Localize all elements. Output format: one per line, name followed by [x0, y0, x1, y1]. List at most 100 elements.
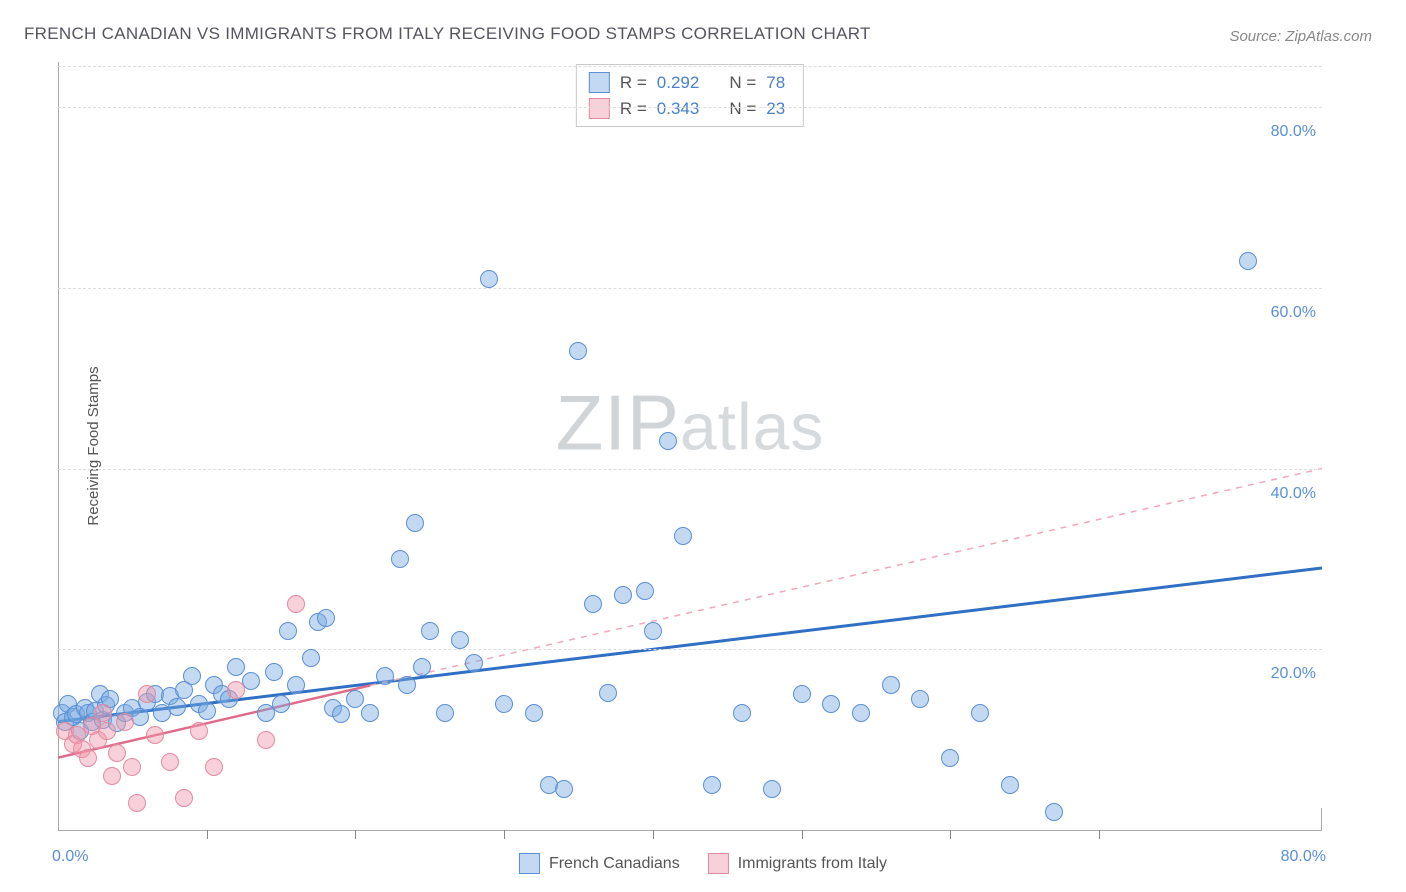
data-point — [168, 698, 186, 716]
legend-n-value: 23 — [766, 96, 785, 122]
data-point — [98, 722, 116, 740]
legend-swatch — [589, 98, 610, 119]
legend-row: R = 0.343 N = 23 — [589, 96, 785, 122]
x-axis-end-stub — [1321, 808, 1322, 830]
data-point — [555, 780, 573, 798]
trend-line — [58, 568, 1322, 722]
trend-lines — [58, 62, 1322, 830]
x-tick — [1099, 830, 1100, 839]
legend-n-label: N = — [729, 96, 756, 122]
data-point — [911, 690, 929, 708]
correlation-legend: R =0.292N =78R =0.343N =23 — [576, 64, 804, 127]
data-point — [123, 758, 141, 776]
data-point — [103, 767, 121, 785]
scatter-plot: ZIPatlas R =0.292N =78R =0.343N =23 20.0… — [58, 62, 1322, 831]
y-tick-label: 20.0% — [1271, 665, 1316, 683]
data-point — [852, 704, 870, 722]
x-end-label: 80.0% — [1281, 848, 1326, 866]
data-point — [146, 726, 164, 744]
y-tick-label: 60.0% — [1271, 304, 1316, 322]
data-point — [584, 595, 602, 613]
data-point — [659, 432, 677, 450]
data-point — [436, 704, 454, 722]
grid-line — [58, 107, 1322, 108]
legend-swatch — [708, 853, 729, 874]
data-point — [227, 681, 245, 699]
data-point — [346, 690, 364, 708]
trend-line — [370, 469, 1322, 686]
x-tick — [653, 830, 654, 839]
data-point — [941, 749, 959, 767]
data-point — [272, 695, 290, 713]
x-tick — [355, 830, 356, 839]
data-point — [525, 704, 543, 722]
y-tick-label: 40.0% — [1271, 485, 1316, 503]
data-point — [161, 753, 179, 771]
data-point — [703, 776, 721, 794]
data-point — [1001, 776, 1019, 794]
data-point — [361, 704, 379, 722]
legend-r-label: R = — [620, 96, 647, 122]
data-point — [94, 704, 112, 722]
data-point — [674, 527, 692, 545]
data-point — [822, 695, 840, 713]
data-point — [265, 663, 283, 681]
watermark-zip: ZIP — [556, 378, 680, 466]
data-point — [227, 658, 245, 676]
data-point — [465, 654, 483, 672]
data-point — [480, 270, 498, 288]
data-point — [1239, 252, 1257, 270]
data-point — [421, 622, 439, 640]
data-point — [793, 685, 811, 703]
grid-line — [58, 649, 1322, 650]
data-point — [1045, 803, 1063, 821]
chart-title: FRENCH CANADIAN VS IMMIGRANTS FROM ITALY… — [24, 24, 871, 44]
data-point — [733, 704, 751, 722]
x-origin-label: 0.0% — [52, 848, 88, 866]
data-point — [198, 702, 216, 720]
series-legend-label: Immigrants from Italy — [738, 855, 887, 873]
legend-n-label: N = — [729, 70, 756, 96]
data-point — [79, 749, 97, 767]
data-point — [190, 722, 208, 740]
data-point — [287, 676, 305, 694]
grid-line — [58, 469, 1322, 470]
data-point — [183, 667, 201, 685]
y-tick-label: 80.0% — [1271, 123, 1316, 141]
data-point — [279, 622, 297, 640]
legend-r-value: 0.343 — [657, 96, 700, 122]
legend-swatch — [589, 72, 610, 93]
data-point — [495, 695, 513, 713]
data-point — [205, 758, 223, 776]
data-point — [128, 794, 146, 812]
data-point — [644, 622, 662, 640]
data-point — [406, 514, 424, 532]
watermark: ZIPatlas — [556, 377, 825, 468]
data-point — [451, 631, 469, 649]
data-point — [108, 744, 126, 762]
x-tick — [950, 830, 951, 839]
data-point — [763, 780, 781, 798]
series-legend-label: French Canadians — [549, 855, 680, 873]
data-point — [413, 658, 431, 676]
data-point — [287, 595, 305, 613]
grid-line — [58, 66, 1322, 67]
x-tick — [802, 830, 803, 839]
legend-r-label: R = — [620, 70, 647, 96]
source-label: Source: ZipAtlas.com — [1229, 28, 1372, 45]
data-point — [175, 789, 193, 807]
data-point — [376, 667, 394, 685]
grid-line — [58, 288, 1322, 289]
data-point — [116, 713, 134, 731]
data-point — [614, 586, 632, 604]
legend-row: R =0.292N =78 — [589, 70, 785, 96]
legend-swatch — [519, 853, 540, 874]
data-point — [569, 342, 587, 360]
data-point — [257, 731, 275, 749]
watermark-atlas: atlas — [680, 389, 824, 463]
data-point — [332, 705, 350, 723]
legend-n-value: 78 — [766, 70, 785, 96]
x-tick — [207, 830, 208, 839]
series-legend-item: Immigrants from Italy — [708, 853, 887, 874]
data-point — [391, 550, 409, 568]
